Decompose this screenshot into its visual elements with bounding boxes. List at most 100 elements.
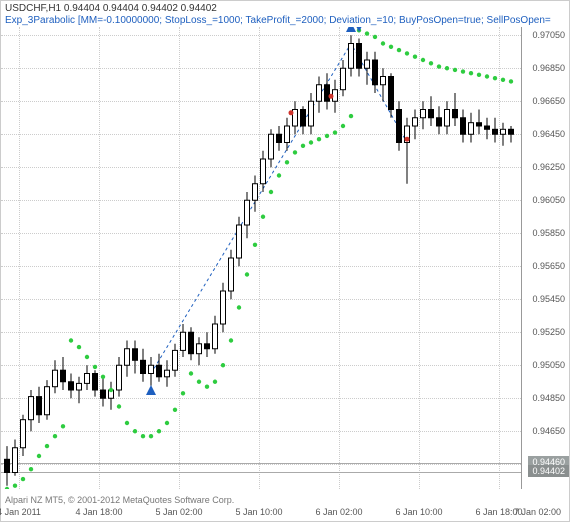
sar-dot [173, 408, 177, 412]
sar-dot [157, 429, 161, 433]
sar-dot [333, 130, 337, 134]
candle-body [501, 129, 506, 134]
sar-dot [269, 190, 273, 194]
candle-body [101, 390, 106, 398]
sar-dot [69, 338, 73, 342]
sar-dot [221, 363, 225, 367]
sar-dot [373, 35, 377, 39]
plot-area[interactable] [1, 27, 521, 503]
candle-body [5, 459, 10, 472]
candle-body [61, 370, 66, 382]
candle-body [373, 60, 378, 85]
candle-body [325, 85, 330, 102]
candle-body [469, 123, 474, 135]
chart-container: USDCHF,H1 0.94404 0.94404 0.94402 0.9440… [0, 0, 570, 522]
candle-body [133, 349, 138, 361]
sar-dot [101, 375, 105, 379]
y-axis-line [521, 27, 522, 489]
candle-body [365, 60, 370, 68]
candle-body [45, 387, 50, 415]
candle-body [77, 383, 82, 390]
sar-dot [165, 421, 169, 425]
candle-body [13, 448, 18, 473]
sar-dot [253, 243, 257, 247]
candle-body [301, 110, 306, 127]
candle-body [197, 344, 202, 354]
sar-dot [317, 137, 321, 141]
chart-title: USDCHF,H1 0.94404 0.94404 0.94402 0.9440… [5, 3, 217, 14]
y-axis-label: 0.96450 [532, 129, 565, 139]
signal-arrow-icon [146, 385, 156, 395]
sar-dot [501, 78, 505, 82]
y-axis-label: 0.95050 [532, 360, 565, 370]
candle-body [173, 350, 178, 370]
y-axis-label: 0.94650 [532, 426, 565, 436]
sar-dot [181, 391, 185, 395]
sar-dot [429, 61, 433, 65]
candle-body [237, 225, 242, 258]
sar-dot [77, 345, 81, 349]
trade-marker-icon [289, 110, 294, 115]
sar-dot [53, 434, 57, 438]
candle-body [397, 110, 402, 143]
sar-dot [453, 68, 457, 72]
sar-dot [493, 76, 497, 80]
candle-body [221, 291, 226, 324]
sar-dot [421, 58, 425, 62]
sar-dot [93, 365, 97, 369]
sar-dot [261, 215, 265, 219]
x-axis-label: 7 Jan 02:00 [514, 507, 561, 517]
candle-body [229, 258, 234, 291]
sar-dot [325, 134, 329, 138]
price-marker: 0.94402 [528, 465, 569, 477]
candle-body [93, 374, 98, 391]
sar-dot [109, 388, 113, 392]
copyright-footer: Alpari NZ MT5, © 2001-2012 MetaQuotes So… [5, 495, 234, 505]
candle-body [453, 110, 458, 118]
candle-body [285, 126, 290, 143]
sar-dot [309, 140, 313, 144]
sar-dot [13, 484, 17, 488]
candle-body [389, 77, 394, 110]
candle-body [261, 159, 266, 184]
candle-body [429, 110, 434, 118]
sar-dot [405, 51, 409, 55]
sar-dot [397, 48, 401, 52]
sar-dot [229, 338, 233, 342]
candle-body [461, 118, 466, 135]
candle-body [29, 397, 34, 420]
candle-body [509, 129, 514, 134]
signal-line [151, 44, 407, 374]
sar-dot [341, 124, 345, 128]
candle-body [317, 85, 322, 102]
sar-dot [29, 467, 33, 471]
candle-body [437, 118, 442, 126]
sar-dot [301, 144, 305, 148]
candle-body [485, 126, 490, 129]
y-axis-label: 0.96250 [532, 162, 565, 172]
sar-dot [477, 73, 481, 77]
sar-dot [461, 69, 465, 73]
sar-dot [509, 79, 513, 83]
y-axis-label: 0.96650 [532, 96, 565, 106]
candle-body [189, 332, 194, 353]
sar-dot [37, 454, 41, 458]
x-axis-label: 6 Jan 02:00 [315, 507, 362, 517]
sar-dot [205, 385, 209, 389]
candle-body [37, 397, 42, 415]
sar-dot [189, 371, 193, 375]
candle-body [477, 123, 482, 126]
sar-dot [485, 74, 489, 78]
sar-dot [285, 160, 289, 164]
trade-marker-icon [405, 137, 410, 142]
candle-body [205, 344, 210, 349]
candle-body [493, 129, 498, 134]
y-axis-label: 0.95850 [532, 228, 565, 238]
y-axis-label: 0.95450 [532, 294, 565, 304]
sar-dot [293, 150, 297, 154]
y-axis-label: 0.95250 [532, 327, 565, 337]
sar-dot [149, 434, 153, 438]
candle-body [165, 370, 170, 377]
sar-dot [389, 45, 393, 49]
sar-dot [237, 305, 241, 309]
